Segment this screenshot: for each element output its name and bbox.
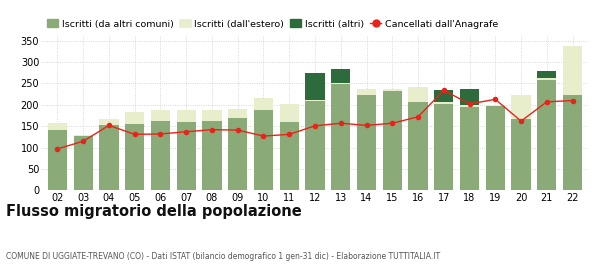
Bar	[280, 104, 299, 122]
Bar	[176, 122, 196, 190]
Bar	[254, 98, 273, 110]
Bar	[151, 110, 170, 121]
Bar	[383, 91, 402, 190]
Bar	[48, 130, 67, 190]
Bar	[485, 106, 505, 190]
Bar	[331, 83, 350, 84]
Bar	[74, 135, 93, 136]
Bar	[100, 125, 119, 190]
Bar	[537, 78, 556, 80]
Bar	[125, 112, 145, 124]
Bar	[331, 69, 350, 83]
Bar	[434, 102, 454, 104]
Bar	[176, 110, 196, 122]
Legend: Iscritti (da altri comuni), Iscritti (dall'estero), Iscritti (altri), Cancellati: Iscritti (da altri comuni), Iscritti (da…	[47, 19, 498, 29]
Bar	[357, 88, 376, 95]
Bar	[280, 122, 299, 190]
Bar	[537, 80, 556, 190]
Bar	[305, 100, 325, 101]
Bar	[563, 46, 582, 95]
Bar	[74, 136, 93, 190]
Bar	[460, 107, 479, 190]
Bar	[305, 73, 325, 100]
Bar	[254, 110, 273, 190]
Bar	[48, 123, 67, 130]
Bar	[434, 104, 454, 190]
Bar	[228, 109, 247, 118]
Bar	[151, 121, 170, 190]
Bar	[202, 121, 221, 190]
Bar	[125, 124, 145, 190]
Bar	[485, 105, 505, 106]
Text: COMUNE DI UGGIATE-TREVANO (CO) - Dati ISTAT (bilancio demografico 1 gen-31 dic) : COMUNE DI UGGIATE-TREVANO (CO) - Dati IS…	[6, 252, 440, 261]
Bar	[409, 102, 428, 190]
Bar	[537, 71, 556, 78]
Bar	[511, 95, 530, 119]
Text: Flusso migratorio della popolazione: Flusso migratorio della popolazione	[6, 204, 302, 220]
Bar	[331, 84, 350, 190]
Bar	[100, 118, 119, 125]
Bar	[357, 95, 376, 190]
Bar	[305, 101, 325, 190]
Bar	[563, 95, 582, 190]
Bar	[460, 88, 479, 105]
Bar	[228, 118, 247, 190]
Bar	[409, 87, 428, 102]
Bar	[202, 110, 221, 121]
Bar	[511, 119, 530, 190]
Bar	[460, 105, 479, 107]
Bar	[383, 88, 402, 91]
Bar	[434, 90, 454, 102]
